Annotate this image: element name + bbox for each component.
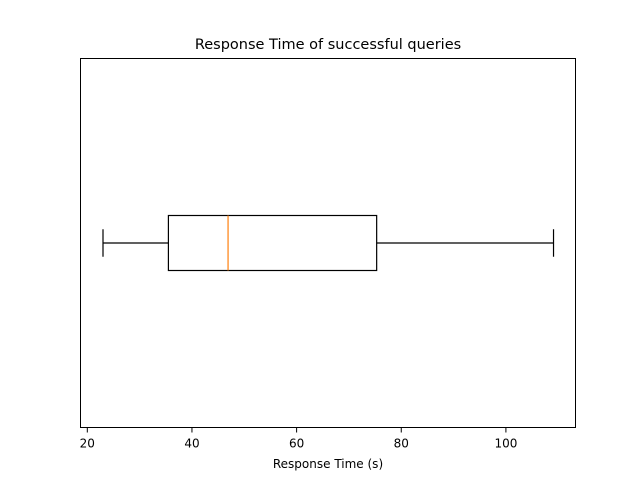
x-tick-label: 60 [289, 437, 304, 451]
chart-title: Response Time of successful queries [195, 37, 461, 53]
interquartile-box [167, 214, 378, 272]
plot-area-frame [80, 58, 576, 428]
x-tick-label: 100 [494, 437, 517, 451]
x-axis-label: Response Time (s) [273, 457, 383, 471]
x-tick-label: 40 [184, 437, 199, 451]
x-tick-label: 20 [80, 437, 95, 451]
x-tick-label: 80 [394, 437, 409, 451]
